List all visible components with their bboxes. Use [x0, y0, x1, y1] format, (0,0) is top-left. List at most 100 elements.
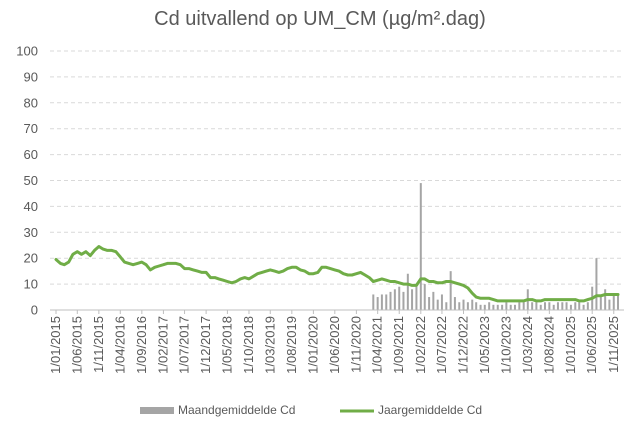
x-tick-label: 1/07/2017	[177, 316, 192, 374]
line-series-jaargemiddelde	[54, 245, 620, 303]
line-point	[437, 282, 439, 284]
bar	[543, 302, 546, 310]
y-tick-label: 90	[24, 69, 38, 84]
x-tick-label: 1/05/2018	[219, 316, 234, 374]
line-point	[608, 293, 611, 296]
bar	[531, 302, 534, 310]
y-tick-label: 20	[24, 251, 38, 266]
line-point	[544, 299, 546, 301]
x-tick-label: 1/03/2024	[520, 316, 535, 374]
bar	[471, 299, 474, 310]
line-point	[441, 282, 443, 284]
line-point	[132, 264, 134, 266]
x-tick-label: 1/11/2025	[606, 316, 621, 373]
bar	[582, 304, 585, 310]
bar	[475, 302, 478, 310]
line-point	[286, 267, 289, 270]
line-point	[501, 300, 503, 302]
bar	[505, 302, 508, 310]
line-point	[360, 271, 362, 274]
x-tick-label: 1/09/2016	[134, 316, 149, 374]
x-tick-label: 1/08/2019	[284, 316, 299, 374]
bar	[518, 302, 521, 310]
x-tick-label: 1/02/2022	[413, 316, 428, 374]
line-point	[291, 266, 293, 268]
bar	[398, 286, 401, 310]
bar	[599, 297, 602, 310]
line-point	[89, 255, 91, 257]
x-tick-label: 1/11/2020	[348, 316, 363, 373]
line-point	[355, 273, 357, 275]
x-tick-label: 1/01/2020	[305, 316, 320, 374]
bar	[604, 289, 607, 310]
gridlines	[50, 50, 624, 285]
bar	[411, 289, 414, 310]
x-tick-label: 1/12/2017	[198, 316, 213, 374]
line-point	[154, 266, 156, 268]
line-point	[171, 262, 173, 264]
line-point	[475, 296, 477, 298]
line-point	[604, 293, 606, 296]
line-point	[111, 249, 113, 252]
bar	[466, 302, 469, 310]
line-point	[583, 300, 585, 302]
x-tick-label: 1/06/2015	[69, 316, 84, 374]
bar	[415, 286, 418, 310]
line-point	[166, 262, 168, 264]
bar	[561, 302, 564, 310]
line-point	[527, 299, 529, 301]
line-point	[76, 251, 78, 253]
line-point	[535, 300, 537, 302]
line-point	[102, 248, 104, 250]
line-point	[265, 270, 267, 272]
series-line	[54, 245, 620, 303]
bar	[595, 258, 598, 310]
line-point	[63, 264, 65, 266]
line-point	[274, 270, 276, 272]
x-tick-label: 1/12/2022	[456, 316, 471, 374]
line-point	[218, 278, 220, 280]
line-point	[565, 299, 568, 301]
bar	[483, 304, 486, 310]
bar	[380, 294, 383, 310]
legend-label-jaargemiddelde: Jaargemiddelde Cd	[378, 403, 482, 417]
bar	[586, 302, 589, 310]
line-point	[179, 264, 181, 266]
bar	[488, 302, 491, 310]
y-axis-tick-labels: 0 10 20 30 40 50 60 70 80 90 100	[16, 44, 38, 318]
bar	[569, 304, 572, 310]
bar	[548, 302, 551, 310]
line-point	[557, 299, 559, 301]
line-point	[591, 297, 593, 299]
line-point	[55, 258, 57, 261]
y-tick-label: 0	[31, 303, 38, 318]
x-tick-label: 1/06/2025	[584, 316, 599, 374]
line-point	[523, 300, 525, 302]
line-point	[334, 269, 336, 271]
line-point	[209, 277, 212, 279]
y-tick-label: 60	[24, 147, 38, 162]
line-point	[364, 274, 366, 276]
bar	[423, 284, 426, 310]
line-point	[261, 271, 263, 274]
line-point	[72, 253, 74, 255]
line-point	[85, 251, 87, 253]
line-point	[196, 270, 199, 272]
line-point	[325, 266, 327, 268]
line-point	[458, 283, 460, 285]
bar	[501, 304, 504, 310]
x-tick-label: 1/02/2017	[155, 316, 170, 374]
bar	[458, 302, 461, 310]
bar	[539, 304, 542, 310]
line-point	[98, 245, 100, 248]
line-point	[295, 266, 297, 268]
line-point	[317, 271, 319, 274]
y-tick-label: 80	[24, 95, 38, 110]
bar	[565, 302, 568, 310]
line-point	[256, 273, 259, 275]
line-point	[282, 270, 284, 272]
line-point	[398, 282, 400, 284]
line-point	[93, 249, 96, 252]
line-point	[484, 297, 486, 299]
